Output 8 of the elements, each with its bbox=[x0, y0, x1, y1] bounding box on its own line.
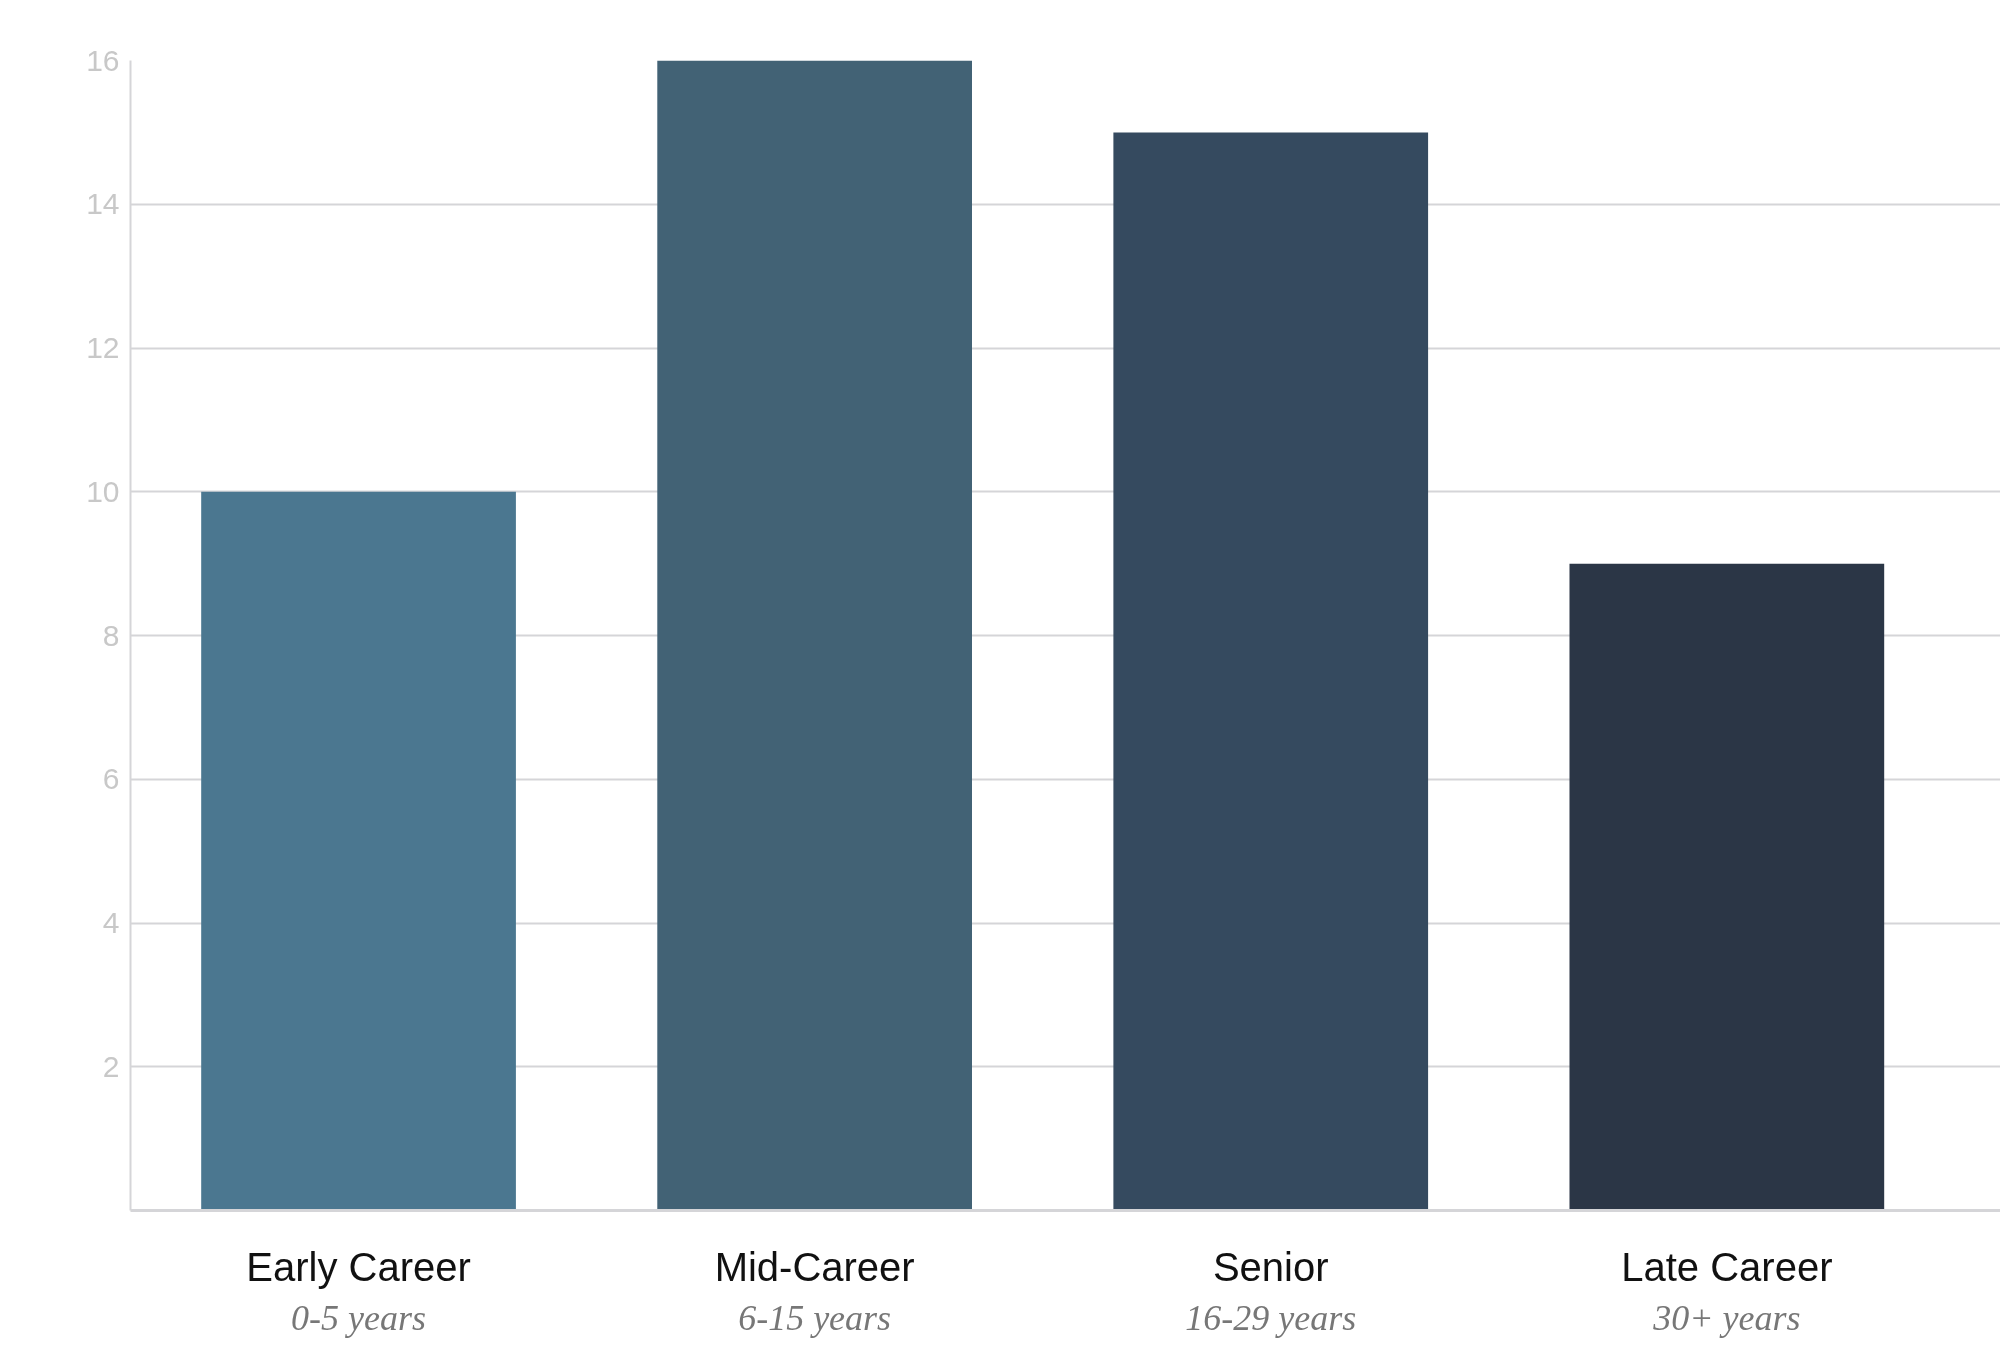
bar bbox=[201, 491, 516, 1211]
bar bbox=[1113, 132, 1429, 1211]
bar bbox=[657, 60, 972, 1211]
category-label: Late Career 30+ years bbox=[1621, 1244, 1833, 1338]
category-label: Early Career 0-5 years bbox=[246, 1244, 471, 1338]
category-label: Mid-Career 6-15 years bbox=[714, 1244, 915, 1338]
category-label: Senior 16-29 years bbox=[1185, 1244, 1357, 1338]
bar bbox=[1569, 563, 1885, 1211]
